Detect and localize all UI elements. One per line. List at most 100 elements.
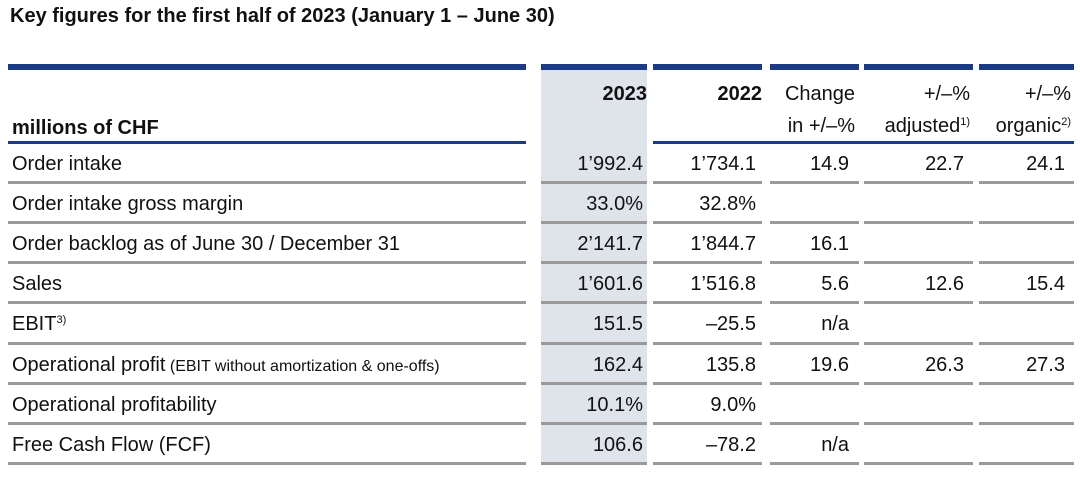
- row-divider: [770, 181, 859, 185]
- cell-2023: 2’141.7: [577, 233, 643, 256]
- key-figures-table: 2023 2022 Change in +/–% +/–% adjusted1)…: [8, 62, 1076, 467]
- cell-2023: 10.1%: [586, 393, 643, 416]
- top-rule: [770, 64, 859, 70]
- row-label: Operational profitability: [12, 393, 217, 416]
- row-divider: [864, 381, 973, 385]
- row-divider: [8, 181, 526, 185]
- row-divider: [8, 261, 526, 265]
- row-note: (EBIT without amortization & one-offs): [165, 357, 440, 375]
- row-divider: [770, 221, 859, 225]
- row-divider: [770, 301, 859, 305]
- row-divider: [653, 301, 762, 305]
- cell-2023: 151.5: [592, 313, 643, 336]
- row-divider: [541, 461, 647, 465]
- row-label: Order backlog as of June 30 / December 3…: [12, 233, 400, 256]
- page-title: Key figures for the first half of 2023 (…: [10, 5, 555, 27]
- cell-2023: 33.0%: [586, 193, 643, 216]
- cell-adjusted: 12.6: [925, 273, 964, 296]
- row-divider: [979, 261, 1074, 265]
- footnote-marker: 1): [960, 116, 970, 128]
- row-divider: [770, 421, 859, 425]
- header-change-line2: in +/–%: [787, 115, 855, 137]
- cell-organic: 27.3: [1026, 353, 1065, 376]
- cell-organic: 15.4: [1026, 273, 1065, 296]
- row-divider: [8, 341, 526, 345]
- row-divider: [541, 421, 647, 425]
- cell-change: 19.6: [810, 353, 849, 376]
- cell-change: n/a: [821, 313, 849, 336]
- row-divider: [864, 221, 973, 225]
- cell-2023: 1’992.4: [577, 153, 643, 175]
- row-label: Order intake: [12, 153, 123, 175]
- row-divider: [979, 381, 1074, 385]
- cell-2023: 162.4: [592, 353, 643, 376]
- row-divider: [8, 461, 526, 465]
- footnote-marker: 2): [1061, 116, 1071, 128]
- cell-2022: 32.8%: [699, 193, 756, 216]
- cell-2023: 1’601.6: [577, 273, 643, 296]
- row-label: Order intake gross margin: [12, 193, 244, 216]
- cell-2022: 1’844.7: [690, 233, 756, 256]
- cell-change: n/a: [821, 433, 849, 456]
- row-divider: [864, 341, 973, 345]
- cell-2022: 9.0%: [710, 393, 756, 416]
- top-rule: [8, 64, 526, 70]
- top-rule: [979, 64, 1074, 70]
- header-rule: [653, 141, 1074, 144]
- row-divider: [8, 421, 526, 425]
- cell-adjusted: 22.7: [925, 153, 964, 175]
- row-divider: [653, 461, 762, 465]
- cell-change: 16.1: [810, 233, 849, 256]
- top-rule: [541, 64, 647, 70]
- header-2023: 2023: [602, 83, 648, 105]
- row-divider: [770, 261, 859, 265]
- header-adjusted-line1: +/–%: [923, 83, 970, 105]
- row-divider: [864, 421, 973, 425]
- footnote-marker: 3): [56, 314, 67, 327]
- row-divider: [653, 221, 762, 225]
- row-divider: [770, 381, 859, 385]
- row-divider: [541, 261, 647, 265]
- row-divider: [8, 301, 526, 305]
- row-divider: [541, 301, 647, 305]
- row-divider: [541, 381, 647, 385]
- top-rule: [653, 64, 762, 70]
- row-divider: [653, 261, 762, 265]
- cell-2022: –25.5: [705, 313, 756, 336]
- row-divider: [653, 341, 762, 345]
- row-divider: [541, 181, 647, 185]
- row-divider: [979, 341, 1074, 345]
- row-divider: [864, 461, 973, 465]
- header-2022: 2022: [717, 83, 763, 105]
- row-divider: [770, 461, 859, 465]
- cell-2022: 1’516.8: [690, 273, 756, 296]
- row-divider: [653, 421, 762, 425]
- header-adjusted-line2: adjusted1): [884, 115, 970, 137]
- unit-label: millions of CHF: [12, 117, 159, 139]
- row-divider: [979, 301, 1074, 305]
- row-label: Sales: [12, 273, 63, 296]
- top-rule: [864, 64, 973, 70]
- row-divider: [8, 221, 526, 225]
- row-divider: [979, 421, 1074, 425]
- cell-organic: 24.1: [1026, 153, 1065, 175]
- row-divider: [864, 261, 973, 265]
- row-divider: [541, 341, 647, 345]
- header-change-line1: Change: [784, 83, 855, 105]
- cell-2022: –78.2: [705, 433, 756, 456]
- cell-change: 14.9: [810, 153, 849, 175]
- cell-2023: 106.6: [592, 433, 643, 456]
- header-organic-line1: +/–%: [1024, 83, 1071, 105]
- cell-adjusted: 26.3: [925, 353, 964, 376]
- row-label: Free Cash Flow (FCF): [12, 433, 211, 456]
- row-divider: [979, 461, 1074, 465]
- row-divider: [653, 381, 762, 385]
- row-divider: [864, 301, 973, 305]
- cell-2022: 135.8: [705, 353, 756, 376]
- cell-change: 5.6: [821, 273, 849, 296]
- row-divider: [864, 181, 973, 185]
- highlight-column-2023: [541, 70, 647, 465]
- row-divider: [979, 221, 1074, 225]
- row-label: EBIT3): [12, 313, 67, 336]
- row-divider: [979, 181, 1074, 185]
